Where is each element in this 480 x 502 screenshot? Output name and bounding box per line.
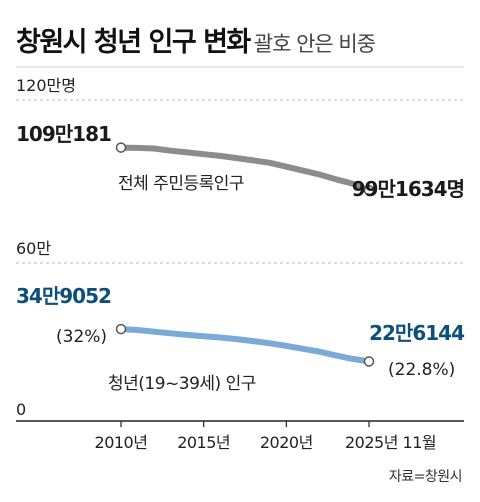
total-y-label: 120만명 bbox=[16, 76, 76, 95]
total-end-label: 99만1634명 bbox=[352, 177, 464, 201]
youth-start-label: 34만9052 bbox=[16, 284, 111, 308]
x-tick-label: 2010년 bbox=[95, 433, 148, 452]
title-main: 창원시 청년 인구 변화 bbox=[16, 27, 251, 58]
total-line bbox=[118, 144, 372, 194]
title-subtitle: 괄호 안은 비중 bbox=[253, 32, 376, 56]
total-start-label: 109만181 bbox=[16, 122, 111, 146]
youth-series-label: 청년(19~39세) 인구 bbox=[108, 374, 256, 394]
youth-series bbox=[115, 323, 375, 367]
x-tick-label: 2025년 11월 bbox=[345, 433, 436, 452]
x-tick-label: 2020년 bbox=[260, 433, 313, 452]
total-series bbox=[115, 142, 375, 196]
youth-end-point bbox=[363, 356, 375, 367]
source-note: 자료=창원시 bbox=[388, 469, 463, 485]
youth-line bbox=[118, 326, 372, 365]
x-tick-label: 2015년 bbox=[177, 433, 230, 452]
youth-start-point bbox=[115, 323, 127, 335]
x-axis-ticks: 2010년 2015년 2020년 2025년 11월 bbox=[95, 421, 437, 452]
total-series-label: 전체 주민등록인구 bbox=[118, 174, 244, 194]
youth-y-label: 60만 bbox=[16, 239, 51, 258]
youth-start-share: (32%) bbox=[56, 327, 107, 347]
total-start-point bbox=[115, 142, 127, 153]
youth-end-share: (22.8%) bbox=[388, 360, 455, 380]
chart-title: 창원시 청년 인구 변화 괄호 안은 비중 bbox=[16, 20, 376, 59]
youth-end-label: 22만6144 bbox=[369, 321, 464, 345]
youth-y-zero: 0 bbox=[16, 400, 26, 419]
total-end-point bbox=[363, 185, 375, 196]
